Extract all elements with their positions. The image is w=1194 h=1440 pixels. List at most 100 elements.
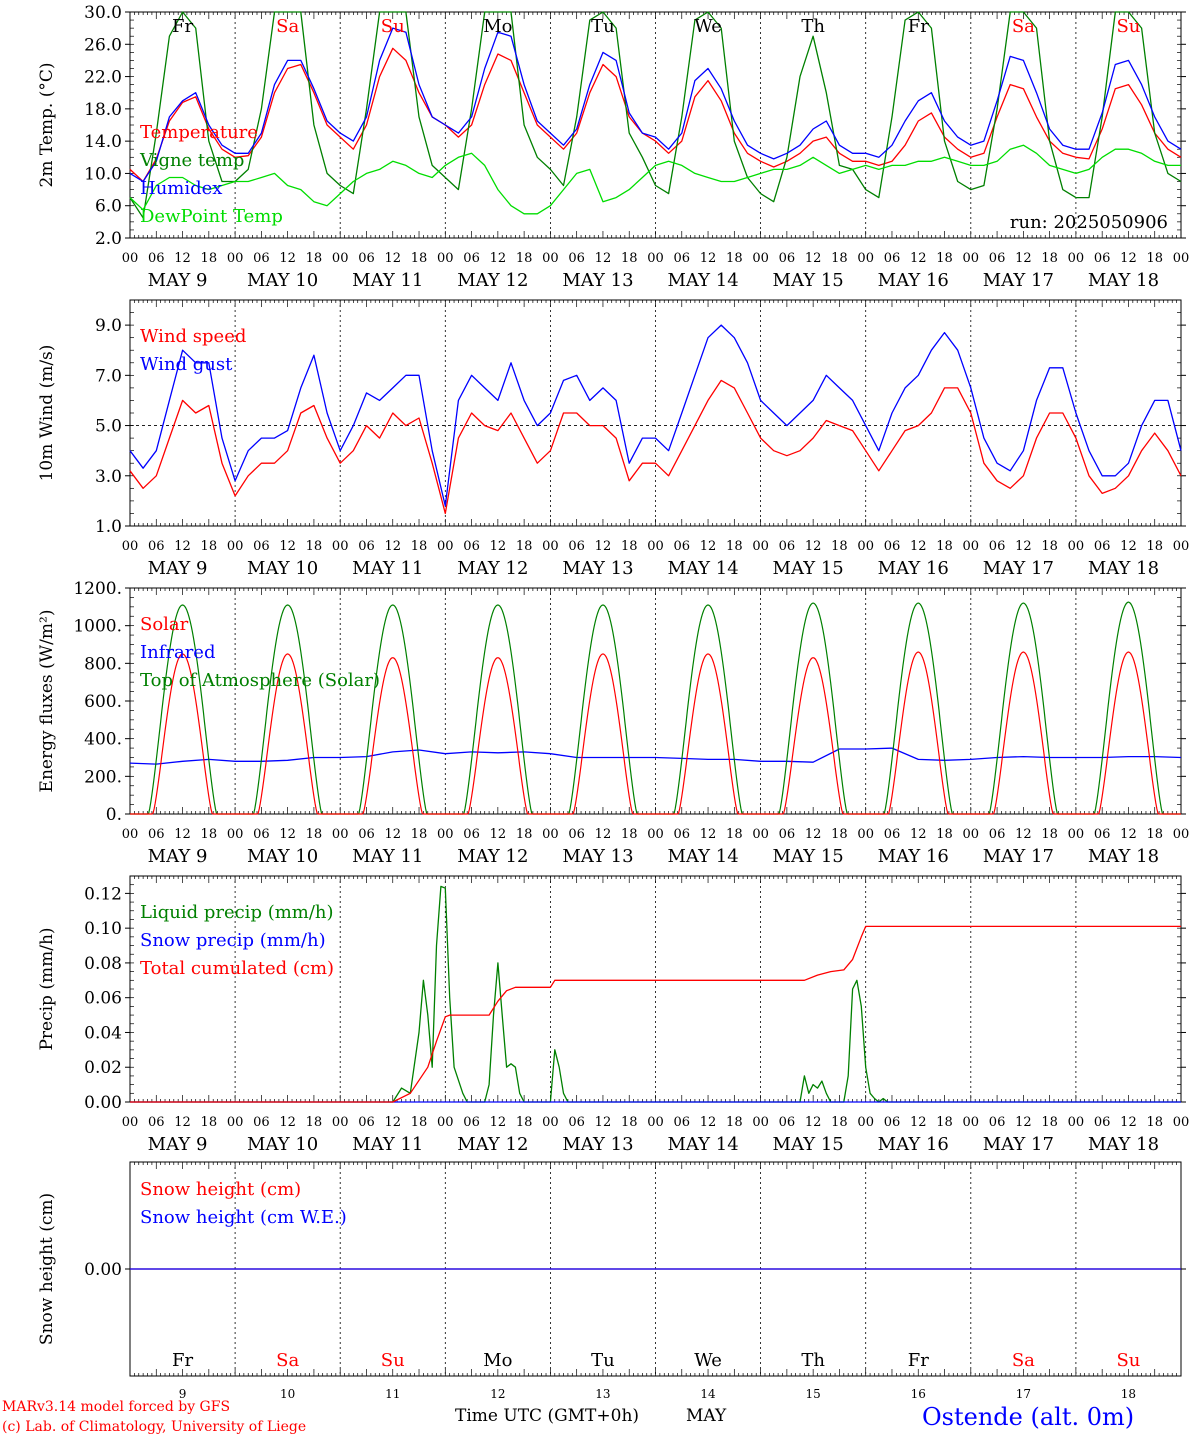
y-tick-label: 400. <box>84 730 122 750</box>
x-hour-label: 00 <box>227 539 244 554</box>
lab-credit: (c) Lab. of Climatology, University of L… <box>2 1419 307 1435</box>
x-hour-label: 06 <box>674 827 691 842</box>
x-date-label: MAY 14 <box>667 846 738 867</box>
x-hour-label: 06 <box>1094 1115 1111 1130</box>
x-hour-label: 06 <box>1094 251 1111 266</box>
weekday-label: Su <box>1116 1350 1140 1371</box>
x-hour-label: 18 <box>936 539 953 554</box>
x-hour-label: 00 <box>542 1115 559 1130</box>
x-date-label: MAY 16 <box>878 558 949 579</box>
meteogram-panels: 2.0 6.0 10.0 14.0 18.0 22.0 26.0 30.0 2m Temp. (… <box>37 3 1189 1401</box>
x-hour-label: 12 <box>279 539 296 554</box>
series-vigne-temp <box>129 11 1182 219</box>
day-number-label: 18 <box>1121 1387 1136 1401</box>
x-hour-label: 12 <box>805 1115 822 1130</box>
x-hour-label: 06 <box>253 251 270 266</box>
x-hour-label: 06 <box>674 251 691 266</box>
x-hour-label: 06 <box>253 1115 270 1130</box>
x-hour-label: 00 <box>963 539 980 554</box>
station-name: Ostende (alt. 0m) <box>922 1403 1135 1431</box>
x-hour-label: 00 <box>752 1115 769 1130</box>
x-hour-label: 12 <box>1015 251 1032 266</box>
day-number-label: 12 <box>490 1387 505 1401</box>
y-axis-label: Snow height (cm) <box>37 1193 57 1345</box>
legend-item: Liquid precip (mm/h) <box>140 902 334 923</box>
x-hour-label: 12 <box>279 1115 296 1130</box>
y-tick-label: 30.0 <box>84 3 122 23</box>
x-hour-label: 00 <box>122 251 139 266</box>
weekday-label: Sa <box>1012 16 1035 37</box>
x-hour-label: 06 <box>1094 539 1111 554</box>
x-hour-label: 00 <box>1173 539 1190 554</box>
x-hour-label: 00 <box>1068 251 1085 266</box>
x-hour-label: 18 <box>306 1115 323 1130</box>
legend-item: Top of Atmosphere (Solar) <box>140 670 380 691</box>
x-hour-label: 06 <box>148 539 165 554</box>
x-date-label: MAY 10 <box>247 270 318 291</box>
x-hour-label: 18 <box>1146 251 1163 266</box>
x-date-label: MAY 17 <box>983 846 1054 867</box>
day-number-label: 11 <box>385 1387 400 1401</box>
day-number-label: 10 <box>280 1387 295 1401</box>
x-hour-label: 12 <box>700 251 717 266</box>
x-hour-label: 18 <box>411 827 428 842</box>
x-hour-label: 18 <box>831 1115 848 1130</box>
x-date-label: MAY 14 <box>667 1134 738 1155</box>
x-hour-label: 18 <box>411 1115 428 1130</box>
weekday-label: Fr <box>908 1350 929 1371</box>
weekday-label: Fr <box>908 16 929 37</box>
weekday-label: Mo <box>483 16 512 37</box>
x-hour-label: 18 <box>726 1115 743 1130</box>
series-total-cumulated-cm <box>130 925 1181 1103</box>
x-hour-label: 12 <box>1120 1115 1137 1130</box>
y-tick-label: 1200. <box>73 579 122 599</box>
x-hour-label: 12 <box>910 539 927 554</box>
weekday-label: Tu <box>591 1350 615 1371</box>
weekday-label: We <box>694 1350 722 1371</box>
x-hour-label: 18 <box>411 251 428 266</box>
x-hour-label: 18 <box>306 827 323 842</box>
x-hour-label: 18 <box>1041 539 1058 554</box>
weekday-label: We <box>694 16 722 37</box>
legend-item: Wind gust <box>140 354 233 375</box>
x-hour-label: 12 <box>490 539 507 554</box>
x-date-label: MAY 12 <box>457 558 528 579</box>
x-hour-label: 06 <box>358 539 375 554</box>
x-date-label: MAY 16 <box>878 1134 949 1155</box>
series-infrared <box>129 747 1182 765</box>
x-hour-label: 18 <box>516 251 533 266</box>
series-solar <box>130 651 1181 815</box>
x-hour-label: 18 <box>621 1115 638 1130</box>
x-hour-label: 00 <box>437 1115 454 1130</box>
x-hour-label: 12 <box>595 1115 612 1130</box>
x-hour-label: 06 <box>779 251 796 266</box>
y-tick-label: 0.04 <box>84 1023 122 1043</box>
series-humidex <box>129 27 1182 183</box>
weekday-label: Sa <box>276 1350 299 1371</box>
x-hour-label: 00 <box>122 827 139 842</box>
y-axis-label: Precip (mm/h) <box>37 927 57 1050</box>
weekday-label: Su <box>381 16 405 37</box>
x-hour-label: 00 <box>332 539 349 554</box>
x-hour-label: 00 <box>1068 1115 1085 1130</box>
y-tick-label: 2.0 <box>95 229 122 249</box>
x-hour-label: 00 <box>647 1115 664 1130</box>
x-hour-label: 12 <box>490 1115 507 1130</box>
x-hour-label: 06 <box>463 827 480 842</box>
x-hour-label: 12 <box>700 827 717 842</box>
x-hour-label: 06 <box>568 251 585 266</box>
x-hour-label: 06 <box>884 827 901 842</box>
legend-item: Snow height (cm) <box>140 1179 301 1200</box>
panel-4: 0.00 0.02 0.04 0.06 0.08 0.10 0.12 Precip (mm/h… <box>37 875 1189 1155</box>
x-date-label: MAY 14 <box>667 270 738 291</box>
day-number-label: 16 <box>911 1387 926 1401</box>
x-hour-label: 12 <box>384 827 401 842</box>
x-date-label: MAY 15 <box>773 1134 844 1155</box>
x-hour-label: 00 <box>963 251 980 266</box>
x-hour-label: 00 <box>437 827 454 842</box>
x-date-label: MAY 16 <box>878 270 949 291</box>
weekday-label: Th <box>801 1350 825 1371</box>
x-hour-label: 06 <box>884 1115 901 1130</box>
x-hour-label: 00 <box>752 539 769 554</box>
